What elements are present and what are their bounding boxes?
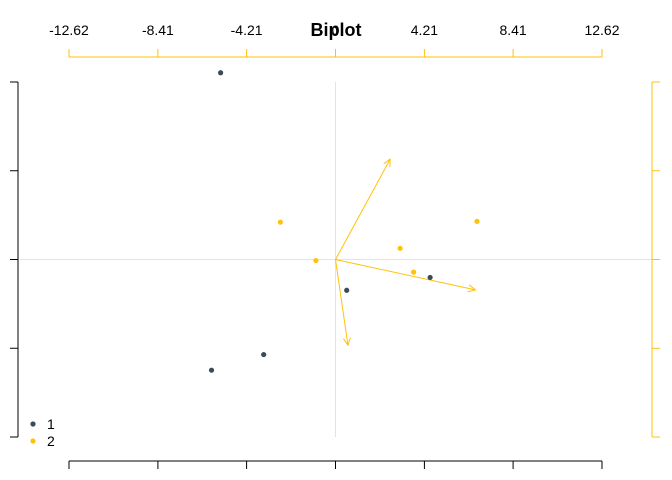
data-point-series-1 xyxy=(261,351,267,358)
loading-vector xyxy=(335,158,391,260)
loading-vector xyxy=(335,259,476,291)
data-point-series-1 xyxy=(427,274,433,281)
top-axis-tick-label: 4.21 xyxy=(411,22,438,38)
top-axis: -12.62 -8.41 -4.21 0 4.21 8.41 12.62 xyxy=(49,22,620,58)
loading-vector xyxy=(335,259,349,346)
loading-vectors xyxy=(335,158,477,347)
top-axis-tick-label: -4.21 xyxy=(231,22,263,38)
top-axis-tick-label: 12.62 xyxy=(584,22,619,38)
top-axis-tick-label: 8.41 xyxy=(499,22,526,38)
data-point-series-1 xyxy=(344,287,350,293)
bottom-axis xyxy=(68,460,603,469)
legend: 12 xyxy=(30,416,55,449)
data-point-series-2 xyxy=(411,269,417,275)
data-point-series-1 xyxy=(208,367,215,373)
chart-title: Biplot xyxy=(311,20,362,40)
data-points xyxy=(208,70,480,373)
data-point-series-2 xyxy=(313,257,319,264)
legend-marker-1 xyxy=(30,421,36,427)
legend-label-1: 1 xyxy=(47,416,55,432)
legend-marker-2 xyxy=(30,438,36,444)
data-point-series-2 xyxy=(474,218,480,224)
right-axis xyxy=(651,81,660,438)
data-point-series-2 xyxy=(277,219,283,225)
loading-vector-arrowhead xyxy=(343,337,351,347)
legend-label-2: 2 xyxy=(47,433,55,449)
loading-vector-arrowhead xyxy=(467,284,477,293)
left-axis xyxy=(10,81,19,438)
top-axis-tick-label: -8.41 xyxy=(142,22,174,38)
data-point-series-1 xyxy=(218,70,224,76)
loading-vector-arrowhead xyxy=(383,158,391,168)
top-axis-tick-label: -12.62 xyxy=(49,22,89,38)
data-point-series-2 xyxy=(397,245,403,251)
top-axis-tick-label: 0 xyxy=(332,22,340,38)
